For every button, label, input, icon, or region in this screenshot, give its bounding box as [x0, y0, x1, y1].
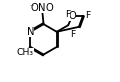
Text: O: O — [45, 3, 53, 13]
Text: F: F — [85, 11, 90, 20]
Text: N: N — [27, 27, 34, 37]
Text: F: F — [71, 30, 76, 39]
Text: N: N — [38, 3, 46, 13]
Text: O: O — [30, 3, 38, 13]
Text: CH₃: CH₃ — [17, 48, 34, 57]
Text: F: F — [65, 10, 70, 19]
Text: O: O — [68, 11, 76, 21]
Text: ⁻: ⁻ — [30, 2, 34, 11]
